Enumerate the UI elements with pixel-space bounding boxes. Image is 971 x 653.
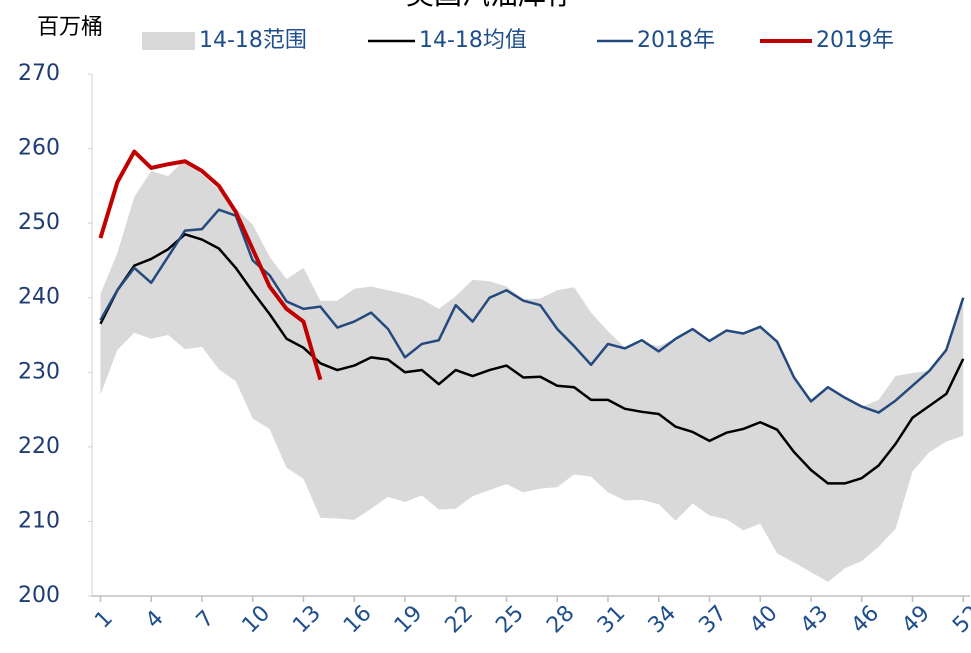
x-tick-label: 52 (948, 601, 971, 638)
y-axis-label: 百万桶 (37, 15, 103, 40)
series-line (98, 149, 323, 381)
y-tick-label: 210 (18, 508, 60, 533)
x-tick-label: 49 (897, 601, 934, 638)
x-tick-label: 25 (491, 601, 528, 638)
x-tick-label: 10 (238, 601, 275, 638)
y-tick-label: 250 (18, 210, 60, 235)
x-tick-label: 31 (593, 601, 630, 638)
y-tick-label: 220 (18, 434, 60, 459)
x-tick-label: 7 (192, 606, 220, 634)
series-line (99, 208, 965, 414)
legend-label: 14-18范围 (199, 28, 307, 53)
y-tick-label: 230 (18, 359, 60, 384)
x-tick-label: 22 (441, 601, 478, 638)
x-tick-label: 43 (796, 601, 833, 638)
legend-label: 2019年 (816, 28, 894, 53)
y-tick-label: 200 (18, 583, 60, 608)
x-tick-label: 4 (141, 606, 169, 634)
y-tick-label: 240 (18, 285, 60, 310)
x-tick-label: 16 (339, 601, 376, 638)
x-tick-label: 34 (644, 601, 681, 638)
x-tick-label: 13 (288, 601, 325, 638)
range-area (100, 159, 964, 582)
x-tick-label: 28 (542, 601, 579, 638)
x-tick-label: 19 (390, 601, 427, 638)
y-tick-label: 260 (18, 136, 60, 161)
y-tick-label: 270 (18, 61, 60, 86)
legend-label: 14-18均值 (419, 28, 527, 53)
x-tick-label: 40 (745, 601, 782, 638)
legend-label: 2018年 (637, 28, 715, 53)
x-tick-label: 37 (694, 601, 731, 638)
legend-swatch (142, 32, 195, 50)
x-tick-label: 1 (90, 606, 118, 634)
chart-title: 美国汽油库存 (406, 0, 574, 11)
series-line (99, 233, 965, 485)
x-tick-label: 46 (847, 601, 884, 638)
